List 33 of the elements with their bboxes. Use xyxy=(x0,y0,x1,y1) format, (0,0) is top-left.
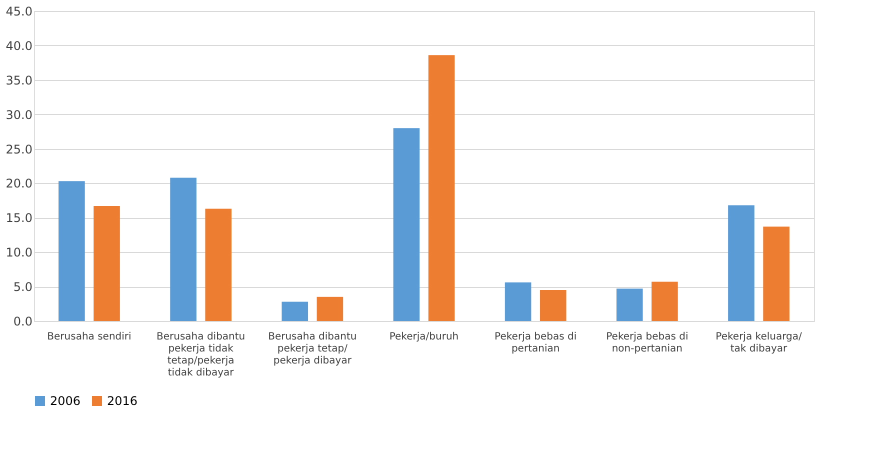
x-tick-label: Berusaha sendiri xyxy=(47,332,132,342)
y-tick-label: 20.0 xyxy=(6,176,32,191)
bar xyxy=(205,208,232,321)
bar xyxy=(504,282,532,321)
y-tick-label: 5.0 xyxy=(13,280,32,294)
y-tick-label: 25.0 xyxy=(6,142,32,156)
legend-label: 2016 xyxy=(107,394,138,408)
bar xyxy=(316,296,344,321)
x-tick-label: Berusaha dibantu pekerja tidak tetap/pekerja tidak dibayar xyxy=(156,332,246,378)
bar xyxy=(763,226,790,321)
y-tick-label: 15.0 xyxy=(6,211,32,226)
x-tick-label: Pekerja keluarga/ tak dibayar xyxy=(716,332,802,354)
y-tick-label: 35.0 xyxy=(6,73,32,88)
bar xyxy=(282,302,308,321)
x-tick-label: Berusaha dibantu pekerja tetap/ pekerja dibayar xyxy=(268,332,357,366)
y-tick-label: 0.0 xyxy=(13,314,32,328)
bar xyxy=(540,290,566,321)
bar xyxy=(58,181,85,321)
bar xyxy=(428,55,455,321)
x-tick-label: Pekerja/buruh xyxy=(389,332,459,342)
y-tick-label: 30.0 xyxy=(6,108,32,122)
y-tick-label: 45.0 xyxy=(6,4,32,18)
bar xyxy=(94,206,120,321)
bar xyxy=(393,128,420,321)
bar xyxy=(170,178,196,321)
bar xyxy=(652,282,678,321)
y-tick-label: 40.0 xyxy=(6,38,32,53)
x-tick-label: Pekerja bebas di non-pertanian xyxy=(606,332,688,354)
legend-label: 2006 xyxy=(50,394,81,408)
y-tick-label: 10.0 xyxy=(6,246,32,260)
bar xyxy=(728,205,754,321)
x-tick-label: Pekerja bebas di pertanian xyxy=(494,332,577,354)
bar xyxy=(616,288,643,321)
